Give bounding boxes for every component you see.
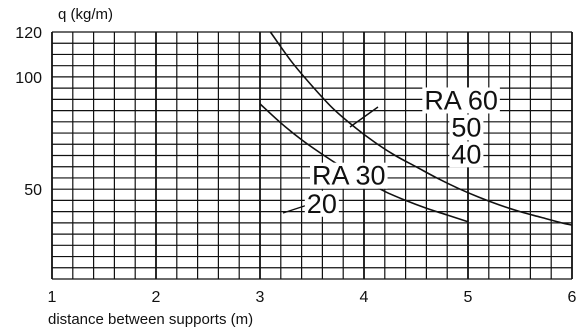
y-tick-label: 120	[15, 25, 42, 42]
x-tick-label: 2	[152, 289, 161, 306]
series-line-1	[269, 31, 573, 226]
x-tick-label: 3	[256, 289, 265, 306]
grid	[51, 31, 573, 280]
x-tick-label: 6	[568, 289, 577, 306]
curve-label-background	[449, 114, 484, 141]
curve-label-background	[449, 141, 484, 168]
y-tick-label: 100	[15, 70, 42, 87]
y-tick-label: 50	[24, 182, 42, 199]
curve-label-background	[310, 162, 388, 189]
x-tick-label: 5	[464, 289, 473, 306]
curve-label-1: RA 60	[424, 85, 498, 115]
curve-label-2: 50	[451, 112, 481, 142]
curve-label-background	[304, 190, 339, 217]
y-axis-label: q (kg/m)	[58, 6, 113, 23]
curve-label-background	[422, 87, 500, 114]
label-leader	[349, 106, 379, 128]
x-tick-label: 1	[48, 289, 57, 306]
tick-labels: 1 2 3 4 5 6 50 100 120	[15, 25, 576, 306]
curve-label-5: 20	[307, 189, 337, 219]
curve-label-3: 40	[451, 139, 481, 169]
x-tick-label: 4	[360, 289, 369, 306]
x-axis-label: distance between supports (m)	[48, 311, 253, 328]
curve-label-4: RA 30	[312, 161, 386, 191]
